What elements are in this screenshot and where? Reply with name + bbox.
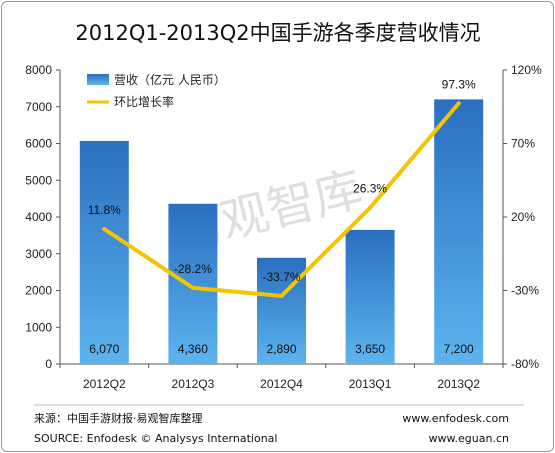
growth-label-2012Q4: -33.7% <box>262 270 300 284</box>
footer-url-eguan: www.eguan.cn <box>429 432 509 445</box>
y-tick-label: 4000 <box>25 210 52 224</box>
bars <box>79 99 484 365</box>
legend: 营收（亿元 人民币） 环比增长率 <box>87 72 226 109</box>
revenue-label-2013Q1: 3,650 <box>355 342 385 356</box>
footer-source-cn: 来源：中国手游财报·易观智库整理 <box>34 411 203 425</box>
data-labels: 6,070 4,360 2,890 3,650 7,200 11.8% -28.2% -33.… <box>88 77 476 356</box>
x-tick-label: 2012Q4 <box>260 377 303 391</box>
x-tick-label: 2013Q2 <box>437 377 480 391</box>
x-tick-label: 2012Q3 <box>172 377 215 391</box>
legend-growth: 环比增长率 <box>114 94 174 109</box>
growth-label-2012Q2: 11.8% <box>88 203 121 217</box>
legend-bar-swatch <box>87 74 109 85</box>
y2-tick-label: 70% <box>511 137 535 151</box>
growth-line <box>102 101 461 298</box>
y2-tick-label: -80% <box>511 357 539 371</box>
growth-point-2012Q3 <box>190 285 195 290</box>
revenue-label-2013Q2: 7,200 <box>444 342 474 356</box>
revenue-label-2012Q3: 4,360 <box>178 342 208 356</box>
growth-label-2012Q3: -28.2% <box>174 262 212 276</box>
growth-label-2013Q1: 26.3% <box>353 182 387 196</box>
revenue-bar-2012Q4 <box>257 257 306 364</box>
footer: 来源：中国手游财报·易观智库整理 SOURCE: Enfodesk © Anal… <box>34 404 524 445</box>
growth-point-2013Q1 <box>368 205 373 210</box>
y2-tick-label: 120% <box>511 63 542 77</box>
footer-url-enfodesk: www.enfodesk.com <box>402 412 509 425</box>
revenue-bar-2013Q1 <box>345 229 395 364</box>
revenue-bar-2013Q2 <box>434 99 484 365</box>
y-tick-label: 0 <box>45 357 52 371</box>
y-tick-label: 7000 <box>25 100 52 114</box>
y-tick-label: 6000 <box>25 137 52 151</box>
revenue-bar-2012Q3 <box>168 203 218 364</box>
y-tick-label: 5000 <box>25 173 52 187</box>
y-tick-label: 2000 <box>25 284 52 298</box>
x-tick-label: 2013Q1 <box>349 377 392 391</box>
revenue-bar-2012Q2 <box>79 140 129 364</box>
legend-revenue: 营收（亿元 人民币） <box>114 72 226 87</box>
chart-title: 2012Q1-2013Q2中国手游各季度营收情况 <box>75 21 480 45</box>
y-tick-label: 1000 <box>25 320 52 334</box>
growth-point-2012Q4 <box>279 293 284 298</box>
revenue-label-2012Q4: 2,890 <box>266 342 296 356</box>
revenue-label-2012Q2: 6,070 <box>89 342 119 356</box>
y2-tick-label: 20% <box>511 210 535 224</box>
axes: 0 1000 2000 3000 4000 5000 6000 7000 8000 -80% -30… <box>25 63 542 391</box>
y2-tick-label: -30% <box>511 284 539 298</box>
footer-source-en: SOURCE: Enfodesk © Analysys Internationa… <box>34 432 277 445</box>
growth-point-2013Q2 <box>456 101 461 106</box>
growth-point-2012Q2 <box>102 227 107 232</box>
y-tick-label: 8000 <box>25 63 52 77</box>
y-tick-label: 3000 <box>25 247 52 261</box>
x-tick-label: 2012Q2 <box>83 377 126 391</box>
growth-label-2013Q2: 97.3% <box>442 77 476 91</box>
